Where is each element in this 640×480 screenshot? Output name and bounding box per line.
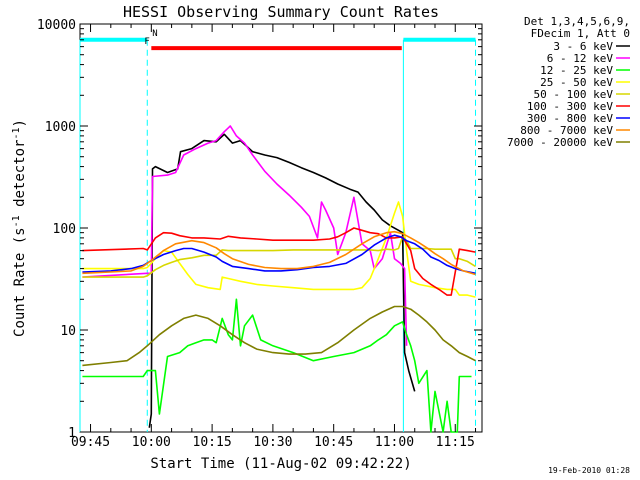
series-lines <box>82 125 476 433</box>
legend-entry: 800 - 7000 keV <box>520 124 613 137</box>
series-line <box>82 305 476 367</box>
flag-label: N <box>152 29 157 39</box>
y-axis-label: Count Rate (s-1 detector-1) <box>11 119 28 337</box>
x-tick-label: 11:00 <box>375 435 414 450</box>
y-label-sup2: -1 <box>11 127 22 139</box>
series-line <box>82 298 472 433</box>
legend-entry: 7000 - 20000 keV <box>507 136 613 149</box>
series-line <box>82 236 476 278</box>
y-axis-ticks: 1 10 100 1000 10000 <box>37 18 482 441</box>
y-label-main: Count Rate (s <box>12 227 28 337</box>
x-axis-ticks: 09:45 10:00 10:15 10:30 10:45 11:00 11:15 <box>71 24 477 450</box>
legend: Det 1,3,4,5,6,9,FDecim 1, Att 03 - 6 keV… <box>507 15 630 149</box>
legend-entry: 100 - 300 keV <box>527 100 613 113</box>
observing-flags: NF <box>79 29 477 432</box>
y-label-close: ) <box>12 119 28 127</box>
x-tick-label: 10:30 <box>253 435 292 450</box>
legend-entry: 25 - 50 keV <box>540 76 613 89</box>
chart-title: HESSI Observing Summary Count Rates <box>123 3 439 21</box>
x-tick-label: 10:00 <box>132 435 171 450</box>
x-tick-label: 09:45 <box>71 435 110 450</box>
y-tick-label: 1 <box>68 426 76 441</box>
footer-date: 19-Feb-2010 01:28 <box>548 466 630 475</box>
legend-header: Det 1,3,4,5,6,9, <box>524 15 630 28</box>
y-tick-label: 10000 <box>37 18 76 33</box>
y-label-sup: -1 <box>11 215 22 227</box>
x-axis-label: Start Time (11-Aug-02 09:42:22) <box>150 456 411 472</box>
series-line <box>82 201 476 298</box>
x-tick-label: 10:45 <box>314 435 353 450</box>
series-line <box>148 133 416 428</box>
plot-frame <box>79 23 483 433</box>
legend-entry: 50 - 100 keV <box>534 88 614 101</box>
legend-entry: 300 - 800 keV <box>527 112 613 125</box>
series-line <box>82 125 408 346</box>
series-line <box>82 227 476 296</box>
y-tick-label: 10 <box>60 324 76 339</box>
y-label-unit: detector <box>12 140 28 216</box>
legend-entry: 3 - 6 keV <box>553 40 613 53</box>
legend-header: FDecim 1, Att 0 <box>531 27 630 40</box>
legend-entry: 12 - 25 keV <box>540 64 613 77</box>
y-tick-label: 100 <box>53 222 76 237</box>
series-line <box>82 230 476 276</box>
y-tick-label: 1000 <box>45 120 76 135</box>
x-tick-label: 11:15 <box>436 435 475 450</box>
legend-entry: 6 - 12 keV <box>547 52 614 65</box>
series-line <box>82 234 476 275</box>
flag-label: F <box>144 37 149 47</box>
x-tick-label: 10:15 <box>193 435 232 450</box>
